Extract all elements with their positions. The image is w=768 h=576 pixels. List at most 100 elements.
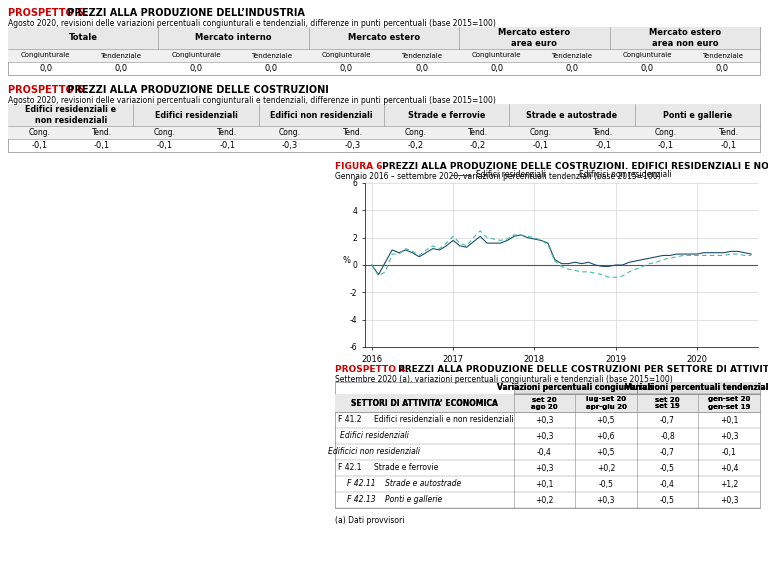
Text: PREZZI ALLA PRODUZIONE DELLE COSTRUZIONI PER SETTORE DI ATTIVITA’ ECONOMICA: PREZZI ALLA PRODUZIONE DELLE COSTRUZIONI…	[395, 365, 768, 374]
Text: Agosto 2020, revisioni delle variazioni percentuali congiunturali e tendenziali,: Agosto 2020, revisioni delle variazioni …	[8, 96, 496, 105]
Text: Variazioni percentuali congiunturali: Variazioni percentuali congiunturali	[497, 384, 653, 392]
Edificici non residenziali	[475, 228, 485, 234]
Edifici residenziali	[367, 262, 376, 268]
Text: Tendenziale: Tendenziale	[551, 52, 592, 59]
Text: -0,1: -0,1	[220, 141, 236, 150]
Text: Cong.: Cong.	[279, 128, 301, 137]
Text: F 41.2: F 41.2	[338, 415, 362, 425]
Text: PROSPETTO 5.: PROSPETTO 5.	[8, 8, 88, 18]
Edifici residenziali	[638, 256, 647, 263]
Text: +0,5: +0,5	[597, 448, 615, 457]
Text: Strade e autostrade: Strade e autostrade	[385, 479, 462, 488]
Text: Cong.: Cong.	[530, 128, 551, 137]
Text: -0,1: -0,1	[720, 141, 737, 150]
Text: +0,3: +0,3	[535, 464, 554, 472]
Text: 0,0: 0,0	[39, 64, 52, 73]
Text: (a) Dati provvisori: (a) Dati provvisori	[335, 516, 405, 525]
Text: -0,1: -0,1	[94, 141, 110, 150]
Text: 0,0: 0,0	[716, 64, 729, 73]
Text: +0,1: +0,1	[720, 415, 738, 425]
Text: lug-set 20
apr-giu 20: lug-set 20 apr-giu 20	[585, 396, 627, 410]
Bar	[8, 104, 760, 152]
Text: -0,3: -0,3	[282, 141, 298, 150]
Text: F 42.1: F 42.1	[338, 464, 362, 472]
Text: -0,8: -0,8	[660, 431, 675, 441]
Text: set 20
set 19: set 20 set 19	[655, 396, 680, 410]
Text: Tend.: Tend.	[343, 128, 362, 137]
Edifici residenziali	[746, 251, 756, 257]
Text: Variazioni percentuali tendenziali: Variazioni percentuali tendenziali	[625, 384, 768, 392]
Text: Tendenziale: Tendenziale	[702, 52, 743, 59]
Text: Tendenziale: Tendenziale	[401, 52, 442, 59]
Edificici non residenziali	[645, 260, 654, 267]
Text: Tendenziale: Tendenziale	[250, 52, 292, 59]
Text: F 42.13: F 42.13	[347, 495, 376, 505]
Text: Agosto 2020, revisioni delle variazioni percentuali congiunturali e tendenziali,: Agosto 2020, revisioni delle variazioni …	[8, 19, 496, 28]
Bar	[335, 394, 760, 412]
Edificici non residenziali	[388, 251, 397, 257]
Text: Strade e ferrovie: Strade e ferrovie	[408, 111, 485, 119]
Text: Congiunturale: Congiunturale	[21, 52, 71, 59]
Text: -0,1: -0,1	[722, 448, 737, 457]
Text: Mercato estero: Mercato estero	[348, 33, 420, 43]
Edifici residenziali	[543, 240, 552, 247]
Text: -0,5: -0,5	[598, 479, 614, 488]
Text: Tend.: Tend.	[468, 128, 488, 137]
Text: set 20
set 19: set 20 set 19	[655, 396, 680, 410]
Edifici residenziali	[394, 249, 403, 256]
Edifici residenziali	[516, 232, 525, 238]
Text: -0,1: -0,1	[532, 141, 548, 150]
Text: Edifici residenziali e non residenziali: Edifici residenziali e non residenziali	[374, 415, 514, 425]
Text: Tend.: Tend.	[92, 128, 112, 137]
Edifici residenziali	[374, 271, 383, 278]
Text: +0,3: +0,3	[535, 415, 554, 425]
Edificici non residenziali	[468, 234, 478, 241]
Text: Variazioni percentuali tendenziali: Variazioni percentuali tendenziali	[625, 384, 768, 392]
Text: -0,3: -0,3	[345, 141, 361, 150]
Bar	[8, 27, 760, 75]
Text: Edificici non residenziali: Edificici non residenziali	[328, 448, 420, 457]
Text: +0,6: +0,6	[597, 431, 615, 441]
Text: -0,1: -0,1	[595, 141, 611, 150]
Text: 0,0: 0,0	[490, 64, 503, 73]
Text: Congiunturale: Congiunturale	[472, 52, 521, 59]
Text: Cong.: Cong.	[655, 128, 677, 137]
Line: Edifici residenziali: Edifici residenziali	[372, 235, 751, 275]
Legend: Edifici residenziali, Edificici non residenziali: Edifici residenziali, Edificici non resi…	[449, 167, 675, 182]
Text: Mercato estero
area euro: Mercato estero area euro	[498, 28, 571, 48]
Text: -0,5: -0,5	[660, 464, 675, 472]
Text: Edifici residenziali e
non residenziali: Edifici residenziali e non residenziali	[25, 105, 116, 124]
Text: +0,1: +0,1	[535, 479, 554, 488]
Text: Congiunturale: Congiunturale	[322, 52, 371, 59]
Text: Tendenziale: Tendenziale	[101, 52, 141, 59]
Text: Strade e ferrovie: Strade e ferrovie	[374, 464, 439, 472]
Text: Mercato estero
area non euro: Mercato estero area non euro	[649, 28, 721, 48]
Text: gen-set 20
gen-set 19: gen-set 20 gen-set 19	[708, 396, 750, 410]
Text: -0,2: -0,2	[470, 141, 486, 150]
Text: PREZZI ALLA PRODUZIONE DELLE COSTRUZIONI. EDIFICI RESIDENZIALI E NON RESIDENZIAL: PREZZI ALLA PRODUZIONE DELLE COSTRUZIONI…	[379, 162, 768, 171]
Text: Settembre 2020 (a), variazioni percentuali congiunturali e tendenziali (base 201: Settembre 2020 (a), variazioni percentua…	[335, 375, 673, 384]
Line: Edificici non residenziali: Edificici non residenziali	[372, 231, 751, 277]
Text: 0,0: 0,0	[265, 64, 278, 73]
Text: -0,1: -0,1	[157, 141, 173, 150]
Text: PROSPETTO 4.: PROSPETTO 4.	[335, 365, 409, 374]
Text: +0,4: +0,4	[720, 464, 739, 472]
Text: set 20
ago 20: set 20 ago 20	[531, 396, 558, 410]
Text: Tend.: Tend.	[593, 128, 614, 137]
Text: +0,3: +0,3	[597, 495, 615, 505]
Text: +0,3: +0,3	[720, 495, 739, 505]
Text: -0,2: -0,2	[407, 141, 423, 150]
Text: gen-set 20
gen-set 19: gen-set 20 gen-set 19	[708, 396, 750, 410]
Text: set 20
ago 20: set 20 ago 20	[531, 396, 558, 410]
Text: +0,3: +0,3	[535, 431, 554, 441]
Bar	[514, 382, 760, 394]
Bar	[8, 27, 760, 49]
Text: -0,4: -0,4	[660, 479, 675, 488]
Text: Congiunturale: Congiunturale	[171, 52, 220, 59]
Bar	[335, 382, 760, 508]
Text: PROSPETTO 6.: PROSPETTO 6.	[8, 85, 88, 95]
Bar	[8, 104, 760, 126]
Text: FIGURA 6.: FIGURA 6.	[335, 162, 386, 171]
Text: +0,3: +0,3	[720, 431, 739, 441]
Text: Edifici non residenziali: Edifici non residenziali	[270, 111, 372, 119]
